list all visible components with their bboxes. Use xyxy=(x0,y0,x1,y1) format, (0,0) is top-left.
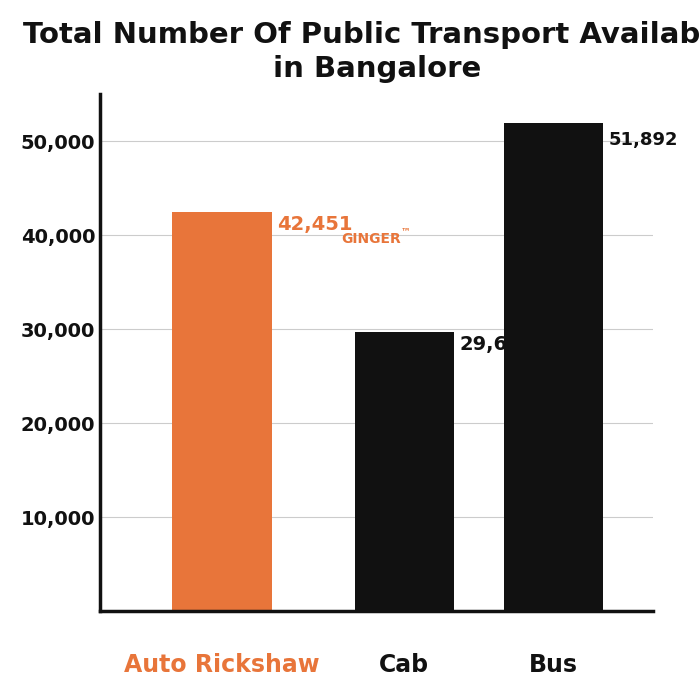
Bar xyxy=(172,212,272,611)
Text: Auto Rickshaw: Auto Rickshaw xyxy=(124,653,320,678)
Text: GINGER: GINGER xyxy=(341,232,401,246)
Text: ™: ™ xyxy=(400,226,410,236)
Text: 51,892: 51,892 xyxy=(609,131,678,149)
Text: Bus: Bus xyxy=(529,653,578,678)
Title: Total Number Of Public Transport Available
in Bangalore: Total Number Of Public Transport Availab… xyxy=(23,21,700,83)
Bar xyxy=(504,123,603,611)
Text: Cab: Cab xyxy=(379,653,429,678)
Text: 29,678: 29,678 xyxy=(460,335,535,354)
Text: 42,451: 42,451 xyxy=(277,215,353,234)
Bar xyxy=(354,332,454,611)
